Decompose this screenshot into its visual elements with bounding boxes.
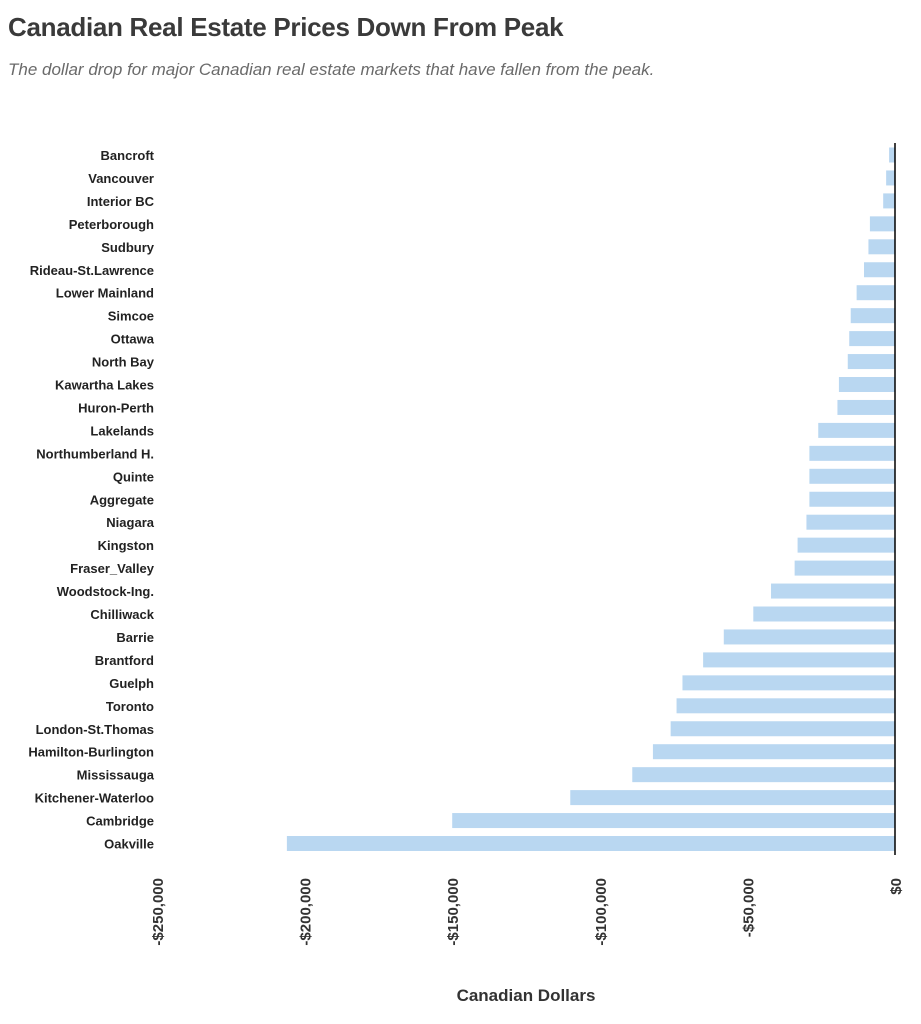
- bar-simcoe: [850, 308, 895, 324]
- bar-kingston: [797, 537, 895, 553]
- category-label: Lakelands: [90, 423, 154, 438]
- category-label: Kitchener-Waterloo: [35, 791, 154, 806]
- bar-north-bay: [847, 354, 895, 370]
- category-label: Kingston: [98, 538, 154, 553]
- category-label: Northumberland H.: [36, 446, 154, 461]
- category-label: Woodstock-Ing.: [57, 584, 154, 599]
- bar-lakelands: [818, 422, 895, 438]
- category-labels: Bancroft Vancouver Interior BC Peterborough…: [28, 148, 154, 852]
- bar-interior-bc: [883, 193, 895, 209]
- bar-rideau-st-lawrence: [864, 262, 895, 278]
- bar-aggregate: [809, 491, 895, 507]
- x-tick-labels: -$250,000 -$200,000 -$150,000 -$100,000 -$50…: [150, 878, 905, 946]
- bar-toronto: [676, 698, 895, 714]
- category-label: Hamilton-Burlington: [28, 745, 154, 760]
- category-label: Simcoe: [108, 309, 154, 324]
- bar-barrie: [723, 629, 895, 645]
- category-label: Interior BC: [87, 194, 155, 209]
- x-tick-label: -$150,000: [445, 878, 462, 946]
- category-label: Toronto: [106, 699, 154, 714]
- bar-sudbury: [868, 239, 895, 255]
- category-label: Oakville: [104, 837, 154, 852]
- category-label: Bancroft: [101, 148, 155, 163]
- bar-hamilton-burlington: [652, 744, 895, 760]
- bar-fraser-valley: [794, 560, 895, 576]
- category-label: Mississauga: [77, 768, 155, 783]
- category-label: North Bay: [92, 355, 155, 370]
- category-label: Sudbury: [101, 240, 154, 255]
- bar-london-st-thomas: [670, 721, 895, 737]
- x-tick-label: -$200,000: [298, 878, 315, 946]
- category-label: Guelph: [109, 676, 154, 691]
- bar-huron-perth: [837, 399, 895, 415]
- category-label: Huron-Perth: [78, 400, 154, 415]
- x-tick-label: $0: [888, 878, 905, 895]
- bar-guelph: [682, 675, 895, 691]
- chart-title: Canadian Real Estate Prices Down From Pe…: [8, 12, 564, 42]
- category-label: Niagara: [106, 515, 154, 530]
- category-label: Peterborough: [69, 217, 154, 232]
- x-tick-label: -$250,000: [150, 878, 167, 946]
- category-label: Kawartha Lakes: [55, 378, 154, 393]
- bar-peterborough: [869, 216, 895, 232]
- x-tick-label: -$50,000: [740, 878, 757, 937]
- category-label: Quinte: [113, 469, 154, 484]
- chart-subtitle: The dollar drop for major Canadian real …: [8, 60, 655, 79]
- category-label: Ottawa: [111, 332, 155, 347]
- bar-vancouver: [886, 170, 895, 186]
- category-label: Chilliwack: [90, 607, 154, 622]
- bar-mississauga: [632, 767, 895, 783]
- bar-ottawa: [849, 331, 895, 347]
- category-label: London-St.Thomas: [36, 722, 154, 737]
- category-label: Barrie: [116, 630, 154, 645]
- bar-kitchener-waterloo: [570, 790, 895, 806]
- category-label: Aggregate: [90, 492, 154, 507]
- category-label: Lower Mainland: [56, 286, 154, 301]
- x-tick-label: -$100,000: [593, 878, 610, 946]
- bar-brantford: [703, 652, 895, 668]
- category-label: Vancouver: [88, 171, 154, 186]
- category-label: Brantford: [95, 653, 154, 668]
- bar-quinte: [809, 468, 895, 484]
- category-label: Rideau-St.Lawrence: [30, 263, 154, 278]
- category-label: Fraser_Valley: [70, 561, 155, 576]
- bar-group: [286, 147, 895, 851]
- bar-woodstock-ing-: [771, 583, 895, 599]
- bar-lower-mainland: [856, 285, 895, 301]
- bar-bancroft: [889, 147, 895, 163]
- bar-northumberland-h-: [809, 445, 895, 461]
- bar-oakville: [286, 836, 895, 851]
- bar-niagara: [806, 514, 895, 530]
- bar-kawartha-lakes: [838, 377, 895, 392]
- bar-chilliwack: [753, 606, 895, 622]
- bar-cambridge: [452, 813, 895, 829]
- category-label: Cambridge: [86, 814, 154, 829]
- x-axis-title: Canadian Dollars: [457, 986, 596, 1005]
